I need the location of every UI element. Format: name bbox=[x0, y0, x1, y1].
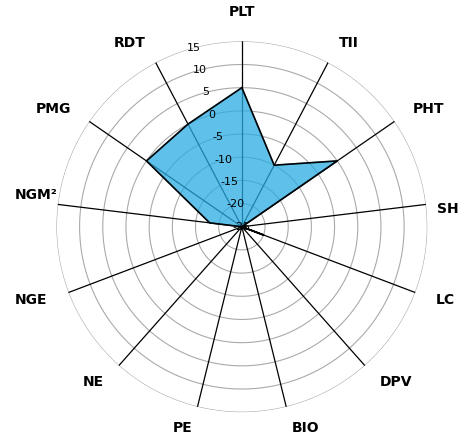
Text: TII: TII bbox=[338, 36, 358, 50]
Text: BIO: BIO bbox=[291, 422, 319, 435]
Text: 0: 0 bbox=[209, 110, 215, 120]
Text: PE: PE bbox=[172, 422, 192, 435]
Text: PHT: PHT bbox=[413, 102, 444, 116]
Text: 5: 5 bbox=[202, 87, 210, 97]
Text: NGE: NGE bbox=[15, 293, 48, 307]
Text: LC: LC bbox=[436, 293, 455, 307]
Text: -25: -25 bbox=[233, 222, 251, 232]
Text: -15: -15 bbox=[221, 177, 239, 187]
Text: -5: -5 bbox=[212, 132, 223, 142]
Text: -20: -20 bbox=[227, 199, 245, 209]
Text: RDT: RDT bbox=[114, 36, 145, 50]
Text: PLT: PLT bbox=[228, 5, 255, 19]
Text: NGM²: NGM² bbox=[14, 188, 57, 202]
Text: -10: -10 bbox=[215, 155, 233, 164]
Text: DPV: DPV bbox=[380, 375, 412, 389]
Text: PMG: PMG bbox=[35, 102, 71, 116]
Text: 10: 10 bbox=[193, 65, 207, 75]
Text: NE: NE bbox=[83, 375, 104, 389]
Text: 15: 15 bbox=[187, 43, 201, 52]
Text: SH: SH bbox=[437, 202, 459, 216]
Polygon shape bbox=[147, 88, 337, 235]
